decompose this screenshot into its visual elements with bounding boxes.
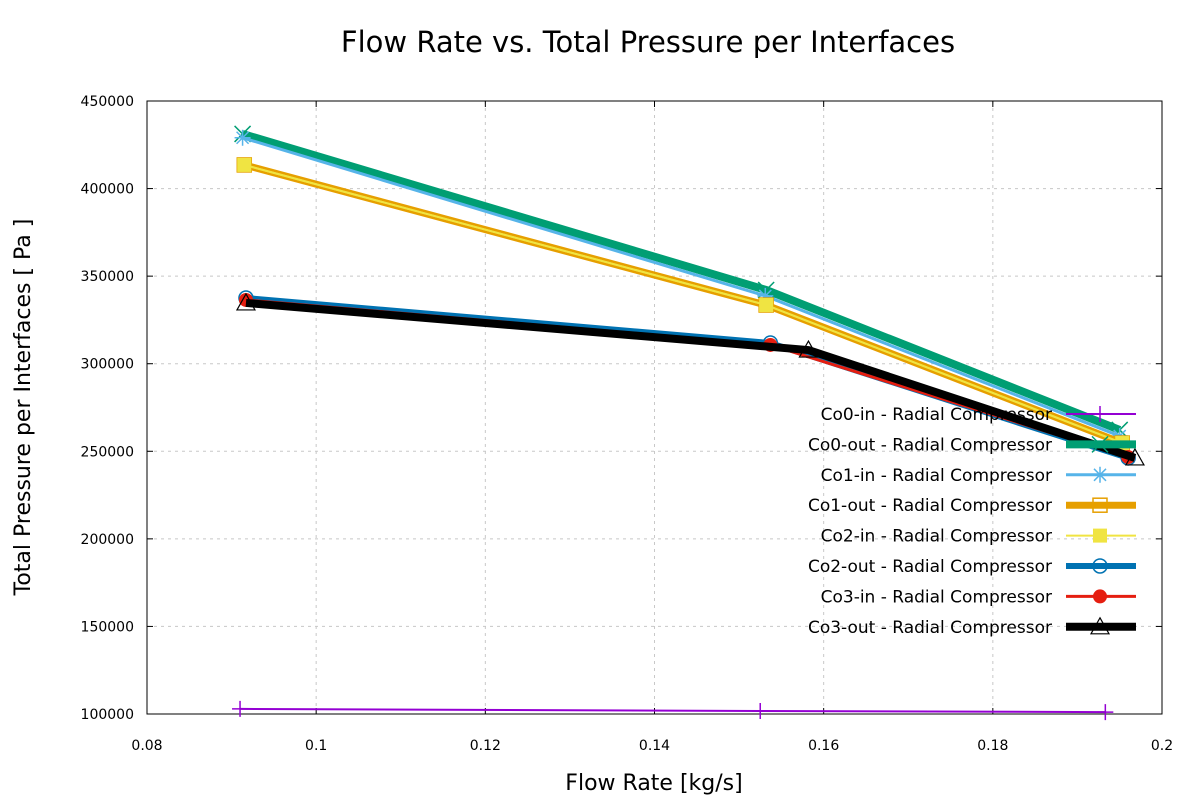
triangle-marker	[235, 292, 256, 311]
series-line	[244, 163, 1123, 444]
y-tick-label: 400000	[81, 182, 134, 198]
series-group	[232, 125, 1145, 721]
legend-label: Co2-out - Radial Compressor	[808, 557, 1052, 577]
circle-marker	[1093, 589, 1107, 604]
x-tick-label: 0.2	[1151, 738, 1173, 754]
y-tick-label: 150000	[81, 619, 134, 635]
x-axis-label: Flow Rate [kg/s]	[565, 771, 742, 796]
legend-label: Co1-in - Radial Compressor	[821, 466, 1052, 486]
triangle-marker	[1089, 616, 1111, 635]
grid	[147, 101, 1162, 714]
square-marker	[237, 157, 252, 172]
series-7	[235, 292, 1145, 466]
series-line	[245, 298, 1137, 462]
series-line-inner	[244, 163, 1123, 444]
x-tick-label: 0.18	[977, 738, 1008, 754]
x-tick-label: 0.12	[470, 738, 501, 754]
legend-label: Co2-in - Radial Compressor	[821, 527, 1052, 547]
x-tick-label: 0.08	[131, 738, 162, 754]
star-marker	[234, 129, 251, 146]
legend: Co0-in - Radial Compressor Co0-out - Radi…	[808, 405, 1136, 638]
x-tick-label: 0.1	[305, 738, 327, 754]
x-tick-label: 0.16	[808, 738, 839, 754]
triangle-marker	[1124, 447, 1145, 466]
y-tick-label: 100000	[81, 707, 134, 723]
star-marker	[1092, 466, 1108, 483]
circle-marker	[1092, 558, 1108, 574]
series-line	[240, 707, 1106, 714]
legend-label: Co0-out - Radial Compressor	[808, 435, 1052, 455]
legend-label: Co0-in - Radial Compressor	[821, 405, 1052, 425]
plus-marker	[1097, 704, 1114, 721]
triangle-marker	[798, 339, 819, 358]
square-marker	[759, 298, 774, 313]
y-tick-label: 200000	[81, 532, 134, 548]
chart-title: Flow Rate vs. Total Pressure per Interfa…	[341, 25, 955, 59]
plus-marker	[1092, 406, 1108, 422]
plus-marker	[232, 700, 249, 717]
y-tick-label: 450000	[81, 94, 134, 110]
square-marker	[1093, 528, 1107, 543]
y-tick-label: 350000	[81, 269, 134, 285]
y-tick-label: 250000	[81, 444, 134, 460]
series-0	[232, 700, 1114, 721]
y-axis-label: Total Pressure per Interfaces [ Pa ]	[11, 219, 36, 597]
cross-marker	[1091, 435, 1109, 453]
legend-label: Co3-in - Radial Compressor	[821, 587, 1052, 607]
star-marker	[757, 287, 774, 304]
plus-marker	[752, 703, 769, 720]
x-tick-label: 0.14	[639, 738, 670, 754]
axis-ticks: 0.08 0.1 0.12 0.14 0.16 0.18 0.2 100000 150000 20…	[81, 94, 1174, 754]
legend-label: Co1-out - Radial Compressor	[808, 496, 1052, 516]
legend-label: Co3-out - Radial Compressor	[808, 618, 1052, 638]
square-marker	[1092, 497, 1108, 513]
y-tick-label: 300000	[81, 357, 134, 373]
series-line	[243, 161, 1124, 447]
